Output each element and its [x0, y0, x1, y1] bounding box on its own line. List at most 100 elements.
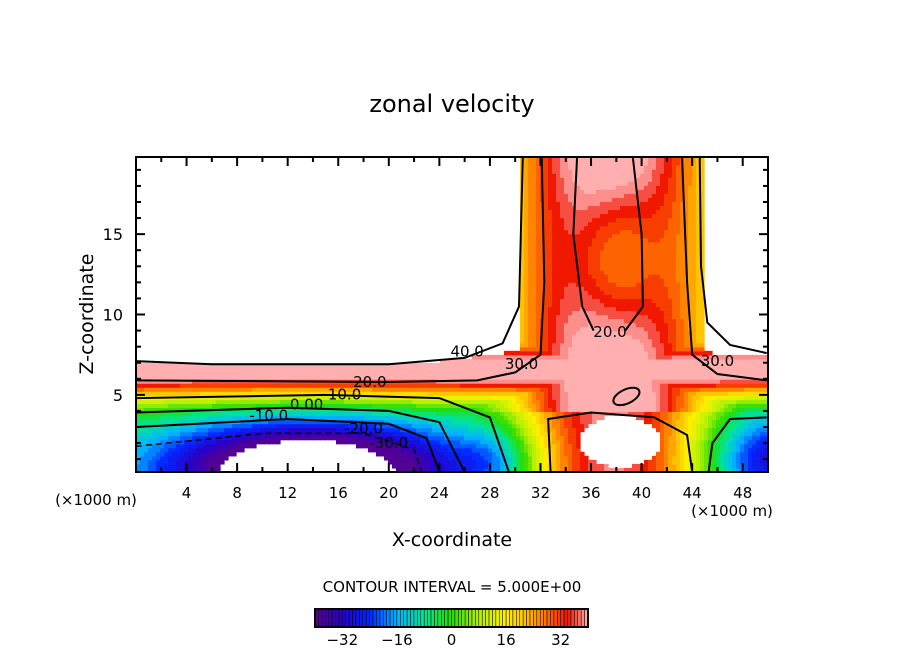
field-cell [520, 342, 525, 348]
field-cell [180, 411, 185, 417]
field-cell [384, 423, 389, 429]
field-cell [236, 399, 241, 404]
field-cell [148, 451, 153, 457]
field-cell [640, 165, 645, 170]
field-cell [384, 367, 389, 372]
field-cell [572, 181, 577, 186]
field-cell [220, 455, 225, 461]
field-cell [540, 237, 545, 243]
field-cell [532, 274, 537, 279]
field-cell [340, 415, 345, 421]
field-cell [140, 443, 145, 449]
field-cell [436, 447, 441, 453]
field-cell [636, 245, 641, 251]
field-cell [256, 419, 261, 425]
field-cell [564, 346, 569, 352]
field-cell [560, 383, 565, 388]
field-cell [524, 221, 529, 227]
field-cell [148, 459, 153, 465]
field-cell [568, 278, 573, 283]
field-cell [652, 253, 657, 259]
field-cell [552, 165, 557, 170]
field-cell [628, 245, 633, 251]
field-cell [268, 395, 273, 400]
field-cell [656, 177, 661, 182]
field-cell [236, 431, 241, 437]
field-cell [572, 375, 577, 380]
field-cell [664, 367, 669, 372]
field-cell [596, 157, 601, 162]
field-cell [544, 423, 549, 429]
field-cell [212, 467, 217, 473]
field-cell [548, 411, 553, 417]
field-cell [580, 233, 585, 239]
field-cell [588, 367, 593, 372]
field-cell [564, 253, 569, 259]
field-cell [580, 350, 585, 356]
field-cell [544, 314, 549, 320]
field-cell [580, 399, 585, 404]
field-cell [548, 427, 553, 433]
field-cell [556, 286, 561, 291]
field-cell [172, 443, 177, 449]
field-cell [348, 387, 353, 392]
field-cell [560, 439, 565, 445]
field-cell [432, 431, 437, 437]
field-cell [356, 391, 361, 396]
field-cell [392, 455, 397, 461]
field-cell [388, 375, 393, 380]
field-cell [612, 326, 617, 332]
field-cell [136, 403, 141, 408]
field-cell [576, 173, 581, 178]
field-cell [168, 383, 173, 388]
field-cell [652, 302, 657, 308]
field-cell [652, 225, 657, 231]
field-cell [428, 387, 433, 392]
field-cell [564, 278, 569, 283]
field-cell [456, 375, 461, 380]
field-cell [616, 358, 621, 364]
field-cell [436, 407, 441, 413]
field-cell [556, 245, 561, 251]
field-cell [644, 225, 649, 231]
field-cell [204, 375, 209, 380]
field-cell [640, 354, 645, 360]
field-cell [564, 415, 569, 421]
field-cell [524, 395, 529, 400]
field-cell [316, 435, 321, 441]
field-cell [564, 330, 569, 336]
field-cell [556, 262, 561, 267]
field-cell [660, 237, 665, 243]
field-cell [556, 282, 561, 287]
field-cell [432, 447, 437, 453]
field-cell [584, 201, 589, 207]
field-cell [608, 310, 613, 316]
field-cell [332, 395, 337, 400]
field-cell [552, 435, 557, 441]
field-cell [632, 213, 637, 219]
field-cell [404, 459, 409, 465]
field-cell [364, 367, 369, 372]
field-cell [536, 253, 541, 259]
field-cell [392, 371, 397, 376]
field-cell [528, 286, 533, 291]
field-cell [544, 318, 549, 324]
field-cell [616, 290, 621, 295]
field-cell [444, 451, 449, 457]
field-cell [424, 431, 429, 437]
field-cell [260, 387, 265, 392]
field-cell [512, 391, 517, 396]
field-cell [548, 346, 553, 352]
field-cell [604, 338, 609, 344]
field-cell [584, 330, 589, 336]
field-cell [556, 342, 561, 348]
field-cell [656, 225, 661, 231]
field-cell [660, 253, 665, 259]
field-cell [388, 427, 393, 433]
field-cell [472, 463, 477, 469]
field-cell [376, 439, 381, 445]
field-cell [200, 375, 205, 380]
field-cell [540, 282, 545, 287]
field-cell [640, 193, 645, 198]
field-cell [524, 306, 529, 312]
